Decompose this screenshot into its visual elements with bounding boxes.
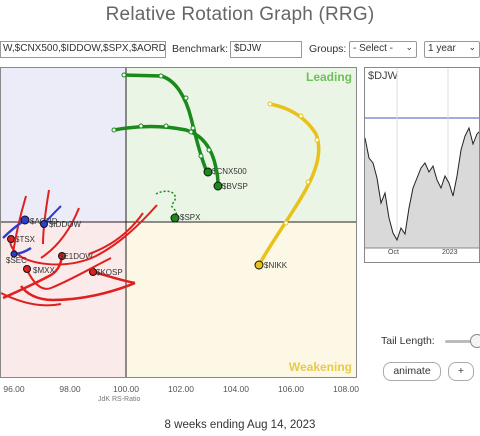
page-title: Relative Rotation Graph (RRG) bbox=[105, 4, 375, 25]
tail-nikk[interactable]: $NIKK bbox=[254, 101, 321, 270]
benchmark-input[interactable]: $DJW bbox=[230, 41, 302, 58]
tail-iddow[interactable]: $IDDOW bbox=[40, 205, 82, 229]
tail-spx[interactable]: $SPX bbox=[155, 190, 201, 223]
tail-cnx500[interactable]: $CNX500 bbox=[121, 72, 247, 177]
rrg-tails: $CNX500 $BVSP $SPX $NI bbox=[1, 68, 356, 377]
chevron-down-icon: ⌄ bbox=[405, 42, 413, 52]
mini-x-label: 2023 bbox=[442, 249, 458, 256]
quadrant-weakening bbox=[126, 222, 356, 377]
x-tick: 100.00 bbox=[113, 384, 139, 394]
label-tsx: $TSX bbox=[15, 235, 36, 244]
period-caption: 8 weeks ending Aug 14, 2023 bbox=[164, 419, 316, 431]
tail-length-slider[interactable] bbox=[445, 340, 480, 343]
tail-length-label: Tail Length: bbox=[381, 335, 435, 347]
tail-mxx[interactable]: $MXX bbox=[23, 257, 112, 290]
x-tick: 108.00 bbox=[333, 384, 359, 394]
tail-tsx[interactable]: $TSX bbox=[7, 204, 158, 266]
x-axis-label: JdK RS-Ratio bbox=[98, 396, 141, 403]
animate-button[interactable]: animate bbox=[383, 362, 441, 381]
plus-button[interactable]: + bbox=[448, 362, 474, 381]
quadrant-improving bbox=[1, 68, 126, 222]
x-tick: 102.00 bbox=[168, 384, 194, 394]
symbols-input[interactable]: W,$CNX500,$IDDOW,$SPX,$AORD bbox=[0, 41, 166, 58]
label-e1dow: $E1DOW bbox=[59, 252, 93, 261]
tail-bvsp[interactable]: $BVSP bbox=[111, 123, 248, 191]
groups-select[interactable]: - Select - ⌄ bbox=[349, 41, 417, 58]
quadrant-label-leading: Leading bbox=[305, 70, 352, 84]
benchmark-label: Benchmark: bbox=[172, 43, 229, 55]
mini-chart-title: $DJW bbox=[368, 70, 398, 82]
label-bvsp: $BVSP bbox=[222, 182, 248, 191]
label-kosp: $KOSP bbox=[96, 268, 123, 277]
period-select[interactable]: 1 year ⌄ bbox=[424, 41, 480, 58]
label-sec: $SEC bbox=[6, 256, 27, 265]
rrg-plot: Leading Weakening $CNX500 $BVSP bbox=[0, 67, 357, 378]
label-iddow: $IDDOW bbox=[49, 220, 81, 229]
label-mxx: $MXX bbox=[33, 266, 55, 275]
groups-select-value: - Select - bbox=[353, 43, 394, 54]
benchmark-mini-chart: $DJW bbox=[364, 67, 480, 263]
groups-label: Groups: bbox=[309, 43, 347, 55]
toolbar: W,$CNX500,$IDDOW,$SPX,$AORD Benchmark: $… bbox=[0, 41, 480, 61]
mini-x-label: Oct bbox=[388, 249, 399, 256]
x-axis: 96.00 98.00 100.00 102.00 104.00 106.00 … bbox=[0, 380, 360, 406]
period-select-value: 1 year bbox=[428, 43, 456, 54]
label-spx: $SPX bbox=[180, 213, 201, 222]
x-tick: 104.00 bbox=[223, 384, 249, 394]
mini-chart-plot bbox=[365, 68, 479, 249]
quadrant-label-weakening: Weakening bbox=[288, 360, 352, 374]
x-tick: 106.00 bbox=[278, 384, 304, 394]
tail-kosp[interactable]: $KOSP bbox=[19, 268, 136, 302]
x-tick: 98.00 bbox=[59, 384, 81, 394]
tail-sec[interactable]: $SEC bbox=[6, 246, 32, 265]
tail-length-slider-handle[interactable] bbox=[470, 334, 480, 348]
tail-e1dow[interactable]: $E1DOW bbox=[2, 252, 93, 300]
label-nikk: $NIKK bbox=[264, 261, 288, 270]
chevron-down-icon: ⌄ bbox=[468, 42, 476, 52]
label-cnx500: $CNX500 bbox=[212, 167, 247, 176]
x-tick: 96.00 bbox=[3, 384, 25, 394]
